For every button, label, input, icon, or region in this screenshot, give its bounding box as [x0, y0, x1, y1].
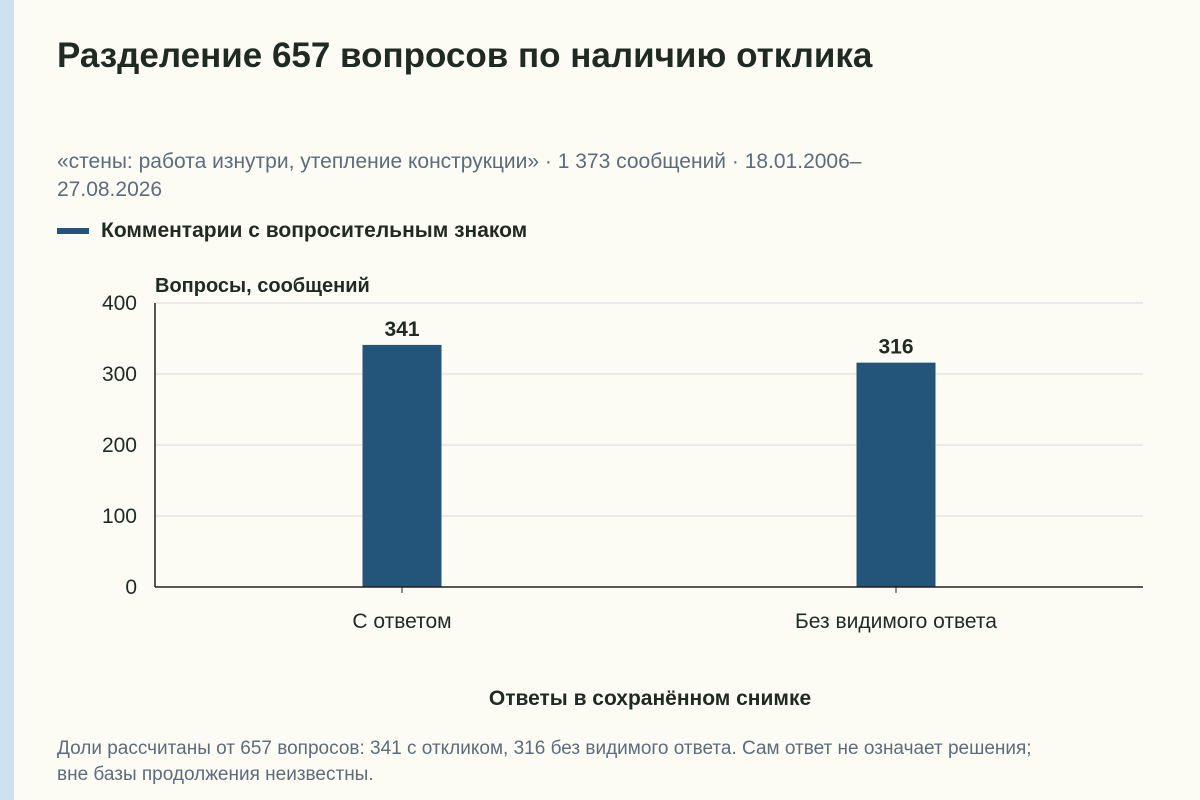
bar	[856, 362, 936, 587]
legend-swatch	[57, 228, 89, 234]
bar	[362, 344, 442, 587]
chart-subtitle: «стены: работа изнутри, утепление констр…	[57, 150, 862, 201]
chart-title: Разделение 657 вопросов по наличию откли…	[57, 36, 873, 75]
x-axis-title: Ответы в сохранённом снимке	[488, 687, 812, 710]
y-tick-label: 200	[102, 434, 137, 457]
y-tick-label: 400	[102, 292, 137, 315]
legend: Комментарии с вопросительным знаком	[57, 219, 527, 243]
y-axis-label: Вопросы, сообщений	[155, 275, 370, 297]
bar-value-label: 341	[384, 318, 419, 341]
y-tick-label: 100	[102, 505, 137, 528]
x-tick-label: Без видимого ответа	[795, 610, 997, 633]
x-tick-label: С ответом	[352, 610, 451, 633]
y-tick-label: 300	[102, 363, 137, 386]
legend-label: Комментарии с вопросительным знаком	[101, 219, 528, 242]
y-tick-label: 0	[125, 576, 137, 599]
left-accent-stripe	[0, 0, 14, 800]
footnote: Доли рассчитаны от 657 вопросов: 341 с о…	[57, 738, 1032, 785]
bar-value-label: 316	[878, 336, 913, 359]
